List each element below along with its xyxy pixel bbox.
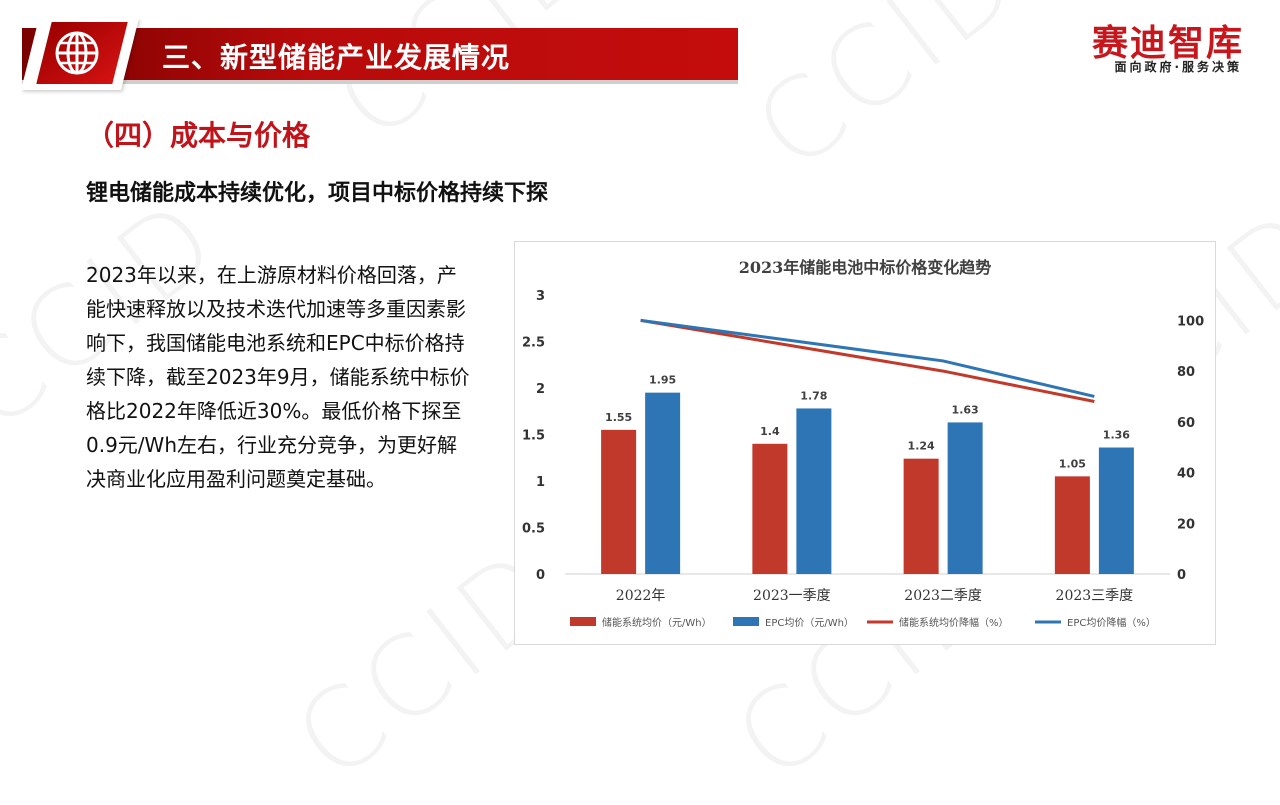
- x-tick-label: 2023二季度: [904, 588, 982, 604]
- legend-label: 储能系统均价（元/Wh）: [602, 616, 712, 629]
- bar: [903, 458, 939, 574]
- watermark: CCID: [732, 0, 1043, 195]
- series-line: [640, 318, 1095, 398]
- bar: [947, 422, 983, 574]
- logo-slogan: 面向政府·服务决策: [1114, 60, 1242, 74]
- y-left-tick-label: 2.5: [522, 336, 545, 351]
- header-banner: [22, 28, 738, 80]
- y-left-tick-label: 0.5: [522, 522, 545, 537]
- legend-label: EPC均价（元/Wh）: [765, 617, 854, 629]
- legend-swatch: [570, 617, 596, 626]
- data-label: 1.63: [952, 403, 979, 416]
- bar: [645, 392, 681, 574]
- y-right-tick-label: 100: [1177, 314, 1204, 329]
- legend-label: EPC均价降幅（%）: [1067, 616, 1156, 629]
- page-title: 三、新型储能产业发展情况: [162, 41, 511, 74]
- globe-icon: [55, 31, 99, 75]
- chart-container: 2023年储能电池中标价格变化趋势 0 0.5 1 1.5 2 2.5 3 0 20 40 60 80…: [514, 241, 1216, 645]
- data-label: 1.55: [605, 411, 632, 424]
- section-title: （四）成本与价格: [86, 119, 311, 152]
- y-left-tick-label: 0: [536, 568, 545, 583]
- bar: [1098, 447, 1134, 574]
- data-label: 1.95: [649, 374, 676, 387]
- x-tick-label: 2023三季度: [1056, 588, 1134, 604]
- bar: [752, 443, 788, 574]
- data-label: 1.05: [1059, 457, 1086, 470]
- bar: [796, 408, 832, 574]
- bar: [1054, 476, 1090, 574]
- data-label: 1.24: [908, 440, 935, 453]
- chart-svg: 0 0.5 1 1.5 2 2.5 3 0 20 40 60 80 100 2022年 2023一季度 202…: [522, 289, 1204, 629]
- body-paragraph: 2023年以来，在上游原材料价格回落，产能快速释放以及技术迭代加速等多重因素影响…: [86, 263, 470, 491]
- legend-label: 储能系统均价降幅（%）: [899, 616, 1009, 629]
- logo: 赛迪智库: [1091, 23, 1244, 64]
- header-banner-shadow: [22, 80, 738, 84]
- series-line: [640, 318, 1095, 403]
- y-right-tick-label: 60: [1177, 416, 1195, 431]
- y-right-tick-label: 20: [1177, 517, 1195, 532]
- y-left-tick-label: 3: [536, 289, 545, 304]
- data-label: 1.36: [1103, 429, 1130, 442]
- bar: [601, 429, 637, 574]
- section-subtitle: 锂电储能成本持续优化，项目中标价格持续下探: [86, 181, 549, 206]
- y-left-tick-label: 2: [536, 382, 545, 397]
- x-tick-label: 2023一季度: [753, 588, 831, 604]
- legend-swatch: [733, 617, 759, 626]
- y-right-tick-label: 80: [1177, 365, 1195, 380]
- chart-title: 2023年储能电池中标价格变化趋势: [738, 258, 992, 277]
- data-label: 1.4: [760, 425, 780, 438]
- y-left-tick-label: 1.5: [522, 429, 545, 444]
- y-left-tick-label: 1: [536, 475, 545, 490]
- y-right-tick-label: 0: [1177, 568, 1186, 583]
- x-tick-label: 2022年: [616, 588, 666, 604]
- y-right-tick-label: 40: [1177, 467, 1195, 482]
- data-label: 1.78: [800, 389, 827, 402]
